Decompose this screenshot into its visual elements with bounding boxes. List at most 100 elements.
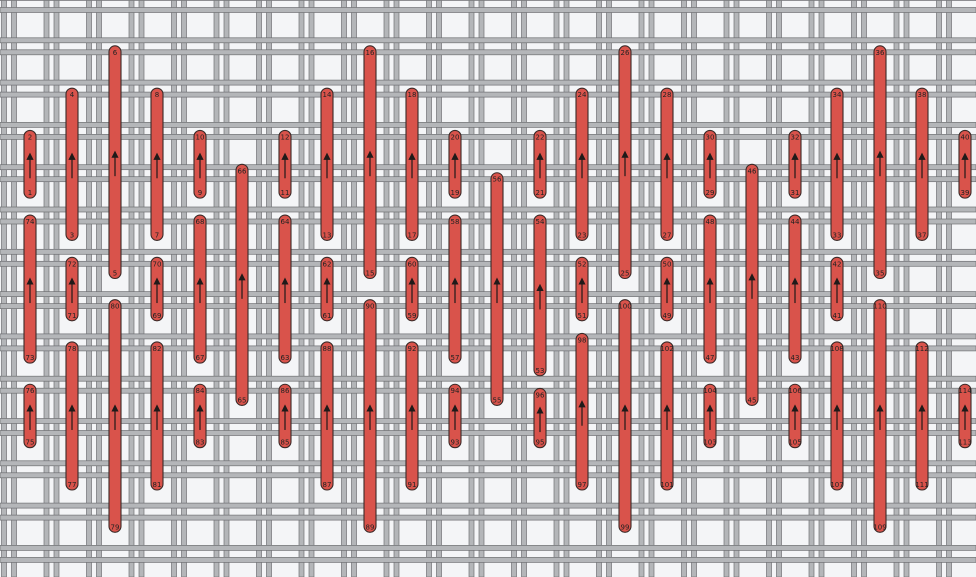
vertical-thread [776,0,782,577]
stitch-start-number: 71 [68,312,77,320]
stitch-end-number: 80 [111,303,120,311]
stitch: 106 105 [788,383,802,449]
stitch: 24 23 [575,87,589,241]
stitch: 32 31 [788,129,802,199]
stitch-end-number: 34 [833,91,842,99]
horizontal-thread [0,0,976,1]
stitch-end-number: 92 [408,345,417,353]
vertical-thread [946,0,952,577]
stitch-end-number: 58 [451,218,460,226]
stitch-end-number: 44 [791,218,800,226]
stitch-end-number: 60 [408,260,417,268]
stitch-start-number: 19 [451,189,460,197]
stitch-start-number: 29 [706,189,715,197]
vertical-thread [383,0,390,577]
vertical-threads [1,0,952,577]
stitch-start-number: 63 [281,354,290,362]
stitch-start-number: 113 [958,439,971,447]
vertical-thread [43,0,50,577]
stitch-start-number: 27 [663,231,672,239]
stitch: 10 9 [193,129,207,199]
stitch-end-number: 40 [961,133,970,141]
horizontal-thread [0,333,976,340]
stitch-start-number: 3 [70,231,74,239]
vertical-thread [138,0,145,577]
stitch: 14 13 [320,87,334,241]
stitch-start-number: 21 [536,189,545,197]
stitch-end-number: 66 [238,167,247,175]
vertical-thread [818,0,825,577]
stitch-start-number: 51 [578,312,587,320]
stitch-end-number: 88 [323,345,332,353]
horizontal-thread [0,303,976,309]
stitch-end-number: 62 [323,260,332,268]
horizontal-thread [0,387,976,394]
stitch-start-number: 107 [830,481,843,489]
stitch-start-number: 81 [153,481,162,489]
stitch-end-number: 94 [451,387,460,395]
stitch: 21 [23,129,37,199]
stitch: 46 45 [745,163,759,406]
stitch-start-number: 87 [323,481,332,489]
stitch-end-number: 70 [153,260,162,268]
stitch-end-number: 112 [915,345,928,353]
vertical-thread [733,0,740,577]
stitch-start-number: 33 [833,231,842,239]
stitch-end-number: 96 [536,391,545,399]
vertical-thread [681,0,687,577]
stitch-start-number: 49 [663,312,672,320]
horizontal-thread [0,206,976,213]
stitch-start-number: 7 [155,231,159,239]
stitch: 108 107 [830,341,844,491]
stitch-end-number: 32 [791,133,800,141]
vertical-thread [436,0,442,577]
stitch-end-number: 74 [26,218,35,226]
stitch: 38 37 [915,87,929,241]
stitch-start-number: 109 [873,523,886,531]
vertical-thread [691,0,697,577]
stitch-end-number: 36 [876,49,885,57]
vertical-thread [181,0,187,577]
stitch-end-number: 100 [618,303,631,311]
stitch-start-number: 73 [26,354,35,362]
stitch-end-number: 46 [748,167,757,175]
vertical-thread [808,0,815,577]
horizontal-thread [0,79,976,86]
stitch: 92 91 [405,341,419,491]
stitch: 12 11 [278,129,292,199]
stitch-start-number: 57 [451,354,460,362]
vertical-thread [563,0,570,577]
stitch: 44 43 [788,214,802,364]
stitch-start-number: 13 [323,231,332,239]
vertical-thread [723,0,730,577]
stitch-start-number: 1 [28,189,32,197]
horizontal-thread [0,91,976,98]
stitch: 62 61 [320,256,334,322]
stitch-start-number: 93 [451,439,460,447]
stitch: 94 93 [448,383,462,449]
stitch-start-number: 103 [703,439,716,447]
horizontal-thread [0,460,976,467]
stitch: 84 83 [193,383,207,449]
vertical-thread [256,0,262,577]
stitch-start-number: 83 [196,439,205,447]
stitch-start-number: 5 [113,269,117,277]
vertical-thread [308,0,315,577]
stitch-start-number: 67 [196,354,205,362]
stitch-end-number: 102 [660,345,673,353]
stitch-end-number: 64 [281,218,290,226]
vertical-thread [893,0,900,577]
stitch-start-number: 97 [578,481,587,489]
stitch-start-number: 25 [621,269,630,277]
stitch: 28 27 [660,87,674,241]
stitch: 82 81 [150,341,164,491]
vertical-thread [553,0,560,577]
horizontal-thread [0,291,976,297]
vertical-thread [213,0,220,577]
stitch: 36 35 [873,45,887,280]
stitch: 102 101 [660,341,674,491]
vertical-thread [606,0,612,577]
